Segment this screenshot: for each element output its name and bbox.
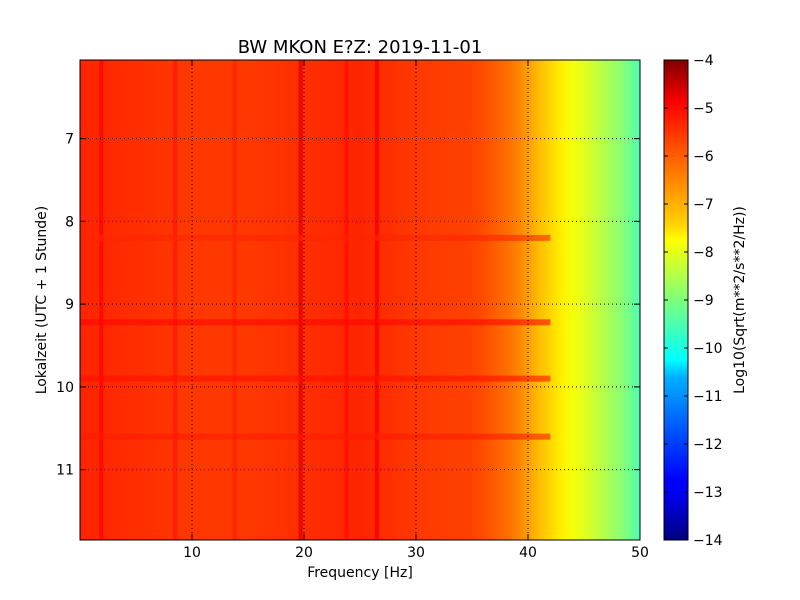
colorbar-tick-label: −6 <box>693 149 714 165</box>
x-tick-label: 50 <box>631 545 649 561</box>
horizontal-band-mark <box>80 375 551 382</box>
vertical-line-mark <box>99 60 104 540</box>
colorbar-tick-label: −5 <box>693 101 714 117</box>
plot-frame <box>79 59 641 541</box>
y-axis-label: Lokalzeit (UTC + 1 Stunde) <box>34 206 50 395</box>
y-tick-label: 8 <box>65 214 74 230</box>
horizontal-band-mark <box>80 433 551 440</box>
grid-layer <box>80 60 640 540</box>
vertical-line-mark <box>173 60 178 540</box>
colorbar-tick-label: −8 <box>693 245 714 261</box>
y-axis: 7 8 9 10 11 <box>56 132 640 479</box>
x-tick-label: 10 <box>183 545 201 561</box>
vertical-line-mark <box>232 60 237 540</box>
vertical-line-mark <box>374 60 379 540</box>
chart-title: BW MKON E?Z: 2019-11-01 <box>238 37 483 58</box>
colorbar-label: Log10(Sqrt(m**2/s**2/Hz)) <box>732 206 748 394</box>
horizontal-band-mark <box>80 234 551 241</box>
colorbar-tick-label: −14 <box>693 533 723 549</box>
colorbar-tick-label: −12 <box>693 437 723 453</box>
plot-area <box>79 59 641 541</box>
y-tick-label: 11 <box>56 463 74 479</box>
horizontal-bands-layer <box>80 234 551 440</box>
x-tick-label: 20 <box>295 545 313 561</box>
y-tick-label: 9 <box>65 297 74 313</box>
x-axis: 10 20 30 40 50 <box>183 60 649 561</box>
x-axis-label: Frequency [Hz] <box>307 565 413 581</box>
horizontal-band-mark <box>80 319 551 326</box>
colorbar-ticks: −4 −5 −6 −7 −8 −9 −10 −11 −12 −13 −14 <box>664 53 723 549</box>
colorbar: −4 −5 −6 −7 −8 −9 −10 −11 −12 −13 −14 <box>663 53 723 549</box>
vertical-lines-layer <box>99 60 379 540</box>
y-tick-label: 10 <box>56 380 74 396</box>
colorbar-tick-label: −11 <box>693 389 723 405</box>
vertical-line-mark <box>344 60 349 540</box>
spectrogram-base <box>80 60 640 540</box>
colorbar-tick-label: −4 <box>693 53 714 69</box>
x-tick-label: 40 <box>519 545 537 561</box>
x-tick-label: 30 <box>407 545 425 561</box>
colorbar-tick-label: −13 <box>693 485 723 501</box>
y-tick-label: 7 <box>65 132 74 148</box>
colorbar-tick-label: −10 <box>693 341 723 357</box>
colorbar-tick-label: −7 <box>693 197 714 213</box>
colorbar-tick-label: −9 <box>693 293 714 309</box>
vertical-line-mark <box>298 60 303 540</box>
